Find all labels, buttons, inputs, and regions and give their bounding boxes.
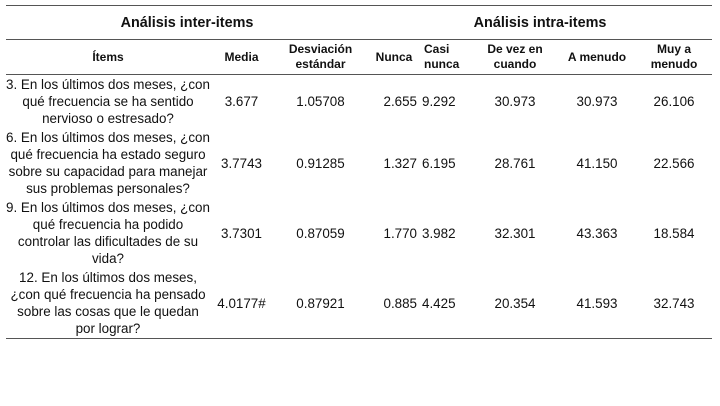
column-header-desviacion: Desviación estándar [273, 39, 369, 75]
a-menudo-value: 30.973 [576, 94, 618, 109]
desviacion-value: 0.87921 [273, 268, 369, 339]
casi-nunca-value: 3.982 [422, 225, 456, 241]
item-text: 12. En los últimos dos meses, ¿con qué f… [6, 268, 210, 339]
media-value: 3.7301 [221, 225, 262, 241]
muy-a-menudo-value: 32.743 [636, 268, 713, 339]
column-header-media: Media [210, 39, 273, 75]
de-vez-en-cuando-value: 32.301 [494, 225, 536, 241]
group-header-intra: Análisis intra-items [368, 5, 713, 40]
muy-a-menudo-value: 22.566 [653, 155, 695, 171]
column-header-de-vez-en-cuando: De vez en cuando [472, 39, 559, 75]
item-text: 9. En los últimos dos meses, ¿con qué fr… [6, 200, 210, 266]
de-vez-en-cuando-value: 20.354 [472, 268, 559, 339]
column-header-row: Ítems Media Desviación estándar Nunca Ca… [6, 39, 713, 75]
media-value: 3.677 [224, 94, 259, 109]
a-menudo-value: 41.593 [558, 268, 637, 339]
a-menudo-value: 41.150 [576, 155, 618, 171]
muy-a-menudo-value: 26.106 [653, 94, 695, 109]
nunca-value: 0.885 [368, 268, 421, 339]
media-value: 3.7743 [221, 155, 262, 171]
a-menudo-value: 43.363 [576, 225, 618, 241]
table-row: 6. En los últimos dos meses, ¿con qué fr… [6, 128, 712, 198]
statistics-table: Análisis inter-items Análisis intra-item… [6, 5, 713, 339]
table-row: 12. En los últimos dos meses, ¿con qué f… [6, 268, 713, 339]
desviacion-value: 0.91285 [296, 155, 345, 171]
de-vez-en-cuando-value: 30.973 [494, 94, 536, 109]
item-text: 6. En los últimos dos meses, ¿con qué fr… [6, 130, 210, 196]
desviacion-value: 0.87059 [296, 225, 345, 241]
nunca-value: 1.327 [383, 155, 418, 171]
column-header-nunca: Nunca [368, 39, 421, 75]
column-header-muy-a-menudo: Muy a menudo [636, 39, 713, 75]
group-header-inter: Análisis inter-items [6, 5, 369, 40]
group-header-row: Análisis inter-items Análisis intra-item… [6, 5, 713, 40]
muy-a-menudo-value: 18.584 [653, 225, 695, 241]
column-header-a-menudo: A menudo [558, 39, 637, 75]
nunca-value: 2.655 [383, 94, 418, 109]
table-row: 3. En los últimos dos meses, ¿con qué fr… [6, 75, 712, 129]
casi-nunca-value: 6.195 [422, 155, 456, 171]
casi-nunca-value: 4.425 [420, 268, 473, 339]
column-header-items: Ítems [6, 39, 210, 75]
de-vez-en-cuando-value: 28.761 [494, 155, 536, 171]
media-value: 4.0177# [210, 268, 273, 339]
nunca-value: 1.770 [383, 225, 418, 241]
item-text: 3. En los últimos dos meses, ¿con qué fr… [6, 77, 210, 126]
table-row: 9. En los últimos dos meses, ¿con qué fr… [6, 198, 712, 268]
column-header-casi-nunca: Casi nunca [420, 39, 473, 75]
casi-nunca-value: 9.292 [422, 94, 456, 109]
desviacion-value: 1.05708 [296, 94, 345, 109]
